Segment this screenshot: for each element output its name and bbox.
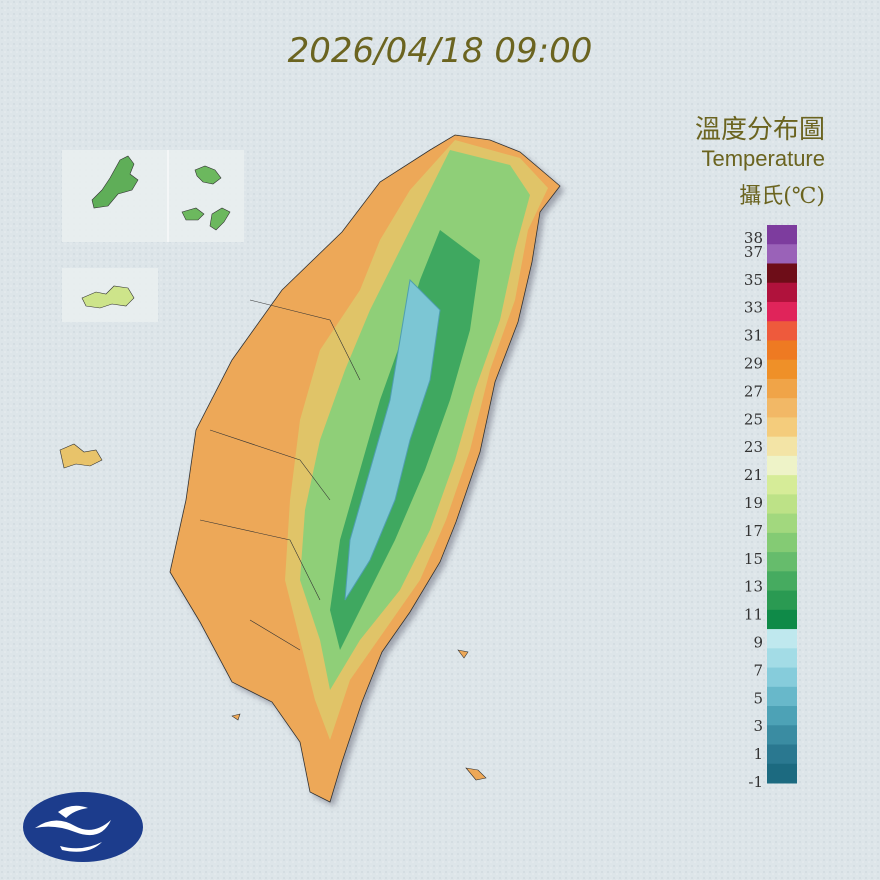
- color-step: [767, 244, 797, 264]
- legend-label: 15: [744, 550, 763, 568]
- legend-label: 35: [744, 271, 763, 289]
- color-step: [767, 417, 797, 438]
- color-step: [767, 532, 797, 553]
- color-step: [767, 225, 797, 245]
- legend-unit: 攝氏(℃): [739, 184, 825, 209]
- legend-label: 33: [744, 299, 763, 317]
- timestamp: 2026/04/18 09:00: [288, 31, 593, 71]
- color-step: [767, 552, 797, 572]
- color-step: [767, 359, 797, 380]
- legend-label: 23: [744, 438, 763, 456]
- legend-label: 21: [744, 466, 763, 484]
- taiwan-map: [59, 134, 561, 803]
- color-step: [767, 744, 797, 765]
- legend-label: 11: [744, 606, 763, 624]
- legend-title-zh: 溫度分布圖: [695, 115, 825, 145]
- color-step: [767, 301, 797, 322]
- legend-label: 1: [753, 745, 763, 763]
- legend-label: 31: [744, 327, 763, 345]
- legend-label: 9: [753, 634, 763, 652]
- color-step: [767, 763, 797, 784]
- color-step: [767, 590, 797, 611]
- legend-label: 19: [744, 494, 763, 512]
- color-step: [767, 667, 797, 688]
- legend-title-en: Temperature: [701, 146, 825, 171]
- color-step: [767, 629, 797, 649]
- color-step: [767, 686, 797, 707]
- color-step: [767, 494, 797, 515]
- color-step: [767, 378, 797, 399]
- color-step: [767, 282, 797, 303]
- inset-islands: [62, 150, 244, 322]
- color-step: [767, 436, 797, 457]
- legend-label: -1: [748, 773, 763, 791]
- color-step: [767, 475, 797, 495]
- color-step: [767, 513, 797, 534]
- color-step: [767, 340, 797, 361]
- color-step: [767, 571, 797, 592]
- legend-label: 27: [744, 382, 763, 400]
- legend-label: 25: [744, 410, 763, 428]
- color-step: [767, 321, 797, 341]
- legend-label: 37: [744, 243, 763, 261]
- legend-label: 38: [744, 229, 763, 247]
- legend-label: 7: [753, 661, 763, 679]
- color-step: [767, 263, 797, 284]
- color-step: [767, 706, 797, 726]
- color-step: [767, 398, 797, 418]
- legend: 溫度分布圖 Temperature 攝氏(℃) 3837353331292725…: [695, 115, 825, 791]
- legend-label: 29: [744, 355, 763, 373]
- legend-label: 17: [744, 522, 763, 540]
- color-step: [767, 609, 797, 630]
- color-step: [767, 725, 797, 746]
- logo: [23, 792, 143, 862]
- color-step: [767, 455, 797, 476]
- color-step: [767, 648, 797, 669]
- legend-label: 5: [753, 689, 763, 707]
- legend-label: 13: [744, 578, 763, 596]
- legend-label: 3: [753, 717, 763, 735]
